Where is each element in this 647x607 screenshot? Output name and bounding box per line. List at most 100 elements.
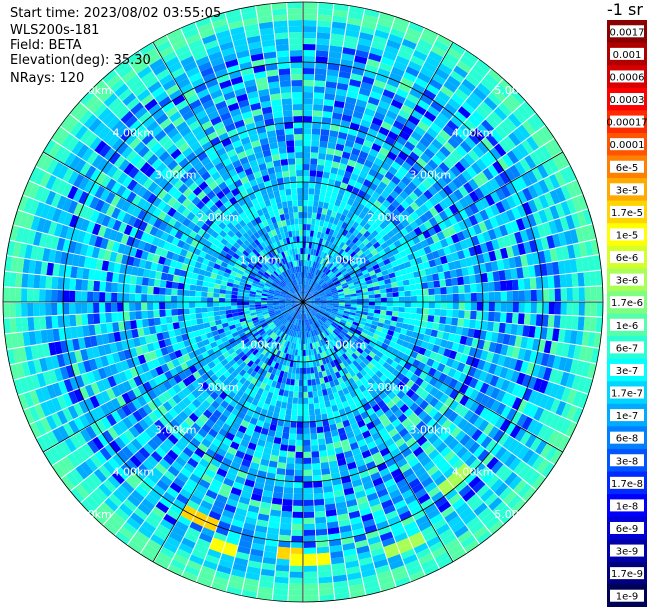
gate-cell xyxy=(312,122,322,129)
gate-cell xyxy=(153,317,161,326)
gate-cell xyxy=(332,410,341,418)
gate-cell xyxy=(319,456,329,464)
gate-cell xyxy=(392,208,401,218)
gate-cell xyxy=(201,297,208,302)
gate-cell xyxy=(354,208,362,217)
gate-cell xyxy=(471,338,480,348)
gate-cell xyxy=(317,263,322,270)
gate-cell xyxy=(386,302,393,307)
gate-cell xyxy=(423,563,440,576)
gate-cell xyxy=(313,104,323,111)
gate-cell xyxy=(469,92,483,106)
gate-cell xyxy=(316,213,322,220)
gate-cell xyxy=(326,387,333,395)
gate-cell xyxy=(314,302,321,304)
gate-cell xyxy=(9,287,16,302)
gate-cell xyxy=(421,178,432,190)
gate-cell xyxy=(306,266,309,273)
gate-cell xyxy=(466,425,478,438)
gate-cell xyxy=(427,465,439,477)
gate-cell xyxy=(390,447,402,458)
gate-cell xyxy=(410,504,423,516)
gate-cell xyxy=(288,583,303,590)
gate-cell xyxy=(320,183,328,191)
gate-cell xyxy=(338,187,346,196)
gate-cell xyxy=(202,317,210,324)
gate-cell xyxy=(506,195,517,209)
gate-cell xyxy=(552,155,565,171)
gate-cell xyxy=(196,318,204,325)
gate-cell xyxy=(368,256,376,263)
gate-cell xyxy=(356,175,366,185)
gate-cell xyxy=(346,90,359,99)
gate-cell xyxy=(398,263,406,271)
gate-cell xyxy=(319,309,325,313)
gate-cell xyxy=(552,233,562,248)
gate-cell xyxy=(415,172,426,183)
gate-cell xyxy=(456,173,468,186)
gate-cell xyxy=(384,278,391,285)
gate-cell xyxy=(504,471,518,486)
gate-cell xyxy=(402,125,414,136)
gate-cell xyxy=(538,194,550,209)
gate-cell xyxy=(540,353,550,367)
gate-cell xyxy=(429,541,444,553)
gate-cell xyxy=(338,70,351,79)
gate-cell xyxy=(412,345,421,353)
gate-cell xyxy=(404,494,417,505)
gate-cell xyxy=(451,149,463,161)
gate-cell xyxy=(358,384,367,393)
gate-cell xyxy=(454,110,467,124)
gate-cell xyxy=(502,98,517,113)
gate-cell xyxy=(359,278,366,284)
gate-cell xyxy=(334,416,342,424)
gate-cell xyxy=(557,152,570,168)
gate-cell xyxy=(348,269,355,275)
gate-cell xyxy=(461,267,469,277)
gate-cell xyxy=(332,302,339,304)
gate-cell xyxy=(328,51,342,59)
gate-cell xyxy=(326,294,333,297)
gate-cell xyxy=(363,259,371,266)
gate-cell xyxy=(316,164,325,172)
gate-cell xyxy=(529,151,542,167)
gate-cell xyxy=(418,553,434,565)
gate-cell xyxy=(123,293,130,302)
gate-cell xyxy=(399,345,408,354)
gate-cell xyxy=(415,353,424,362)
gate-cell xyxy=(380,404,390,414)
gate-cell xyxy=(368,351,376,359)
gate-cell xyxy=(355,224,364,232)
gate-cell xyxy=(315,284,320,290)
gate-cell xyxy=(432,518,447,531)
gate-cell xyxy=(447,438,460,450)
gate-cell xyxy=(438,161,450,173)
gate-cell xyxy=(385,334,393,341)
gate-cell xyxy=(348,241,355,249)
gate-cell xyxy=(359,32,374,41)
gate-cell xyxy=(333,352,339,360)
gate-cell xyxy=(411,483,424,494)
gate-cell xyxy=(448,243,457,254)
gate-cell xyxy=(451,277,459,286)
gate-cell xyxy=(388,413,398,424)
gate-cell xyxy=(325,190,333,198)
gate-cell xyxy=(511,498,526,514)
gate-cell xyxy=(349,205,357,214)
gate-cell xyxy=(476,233,486,244)
gate-cell xyxy=(417,333,425,341)
gate-cell xyxy=(370,249,379,256)
gate-cell xyxy=(338,323,345,328)
gate-cell xyxy=(341,374,348,383)
gate-cell xyxy=(111,312,119,323)
gate-cell xyxy=(456,463,469,476)
gate-cell xyxy=(275,570,289,578)
gate-cell xyxy=(281,432,290,440)
gate-cell xyxy=(314,295,321,299)
gate-cell xyxy=(123,311,130,321)
gate-cell xyxy=(305,272,308,279)
gate-cell xyxy=(469,377,479,389)
gate-cell xyxy=(325,291,332,295)
gate-cell xyxy=(440,85,454,98)
gate-cell xyxy=(320,128,330,136)
